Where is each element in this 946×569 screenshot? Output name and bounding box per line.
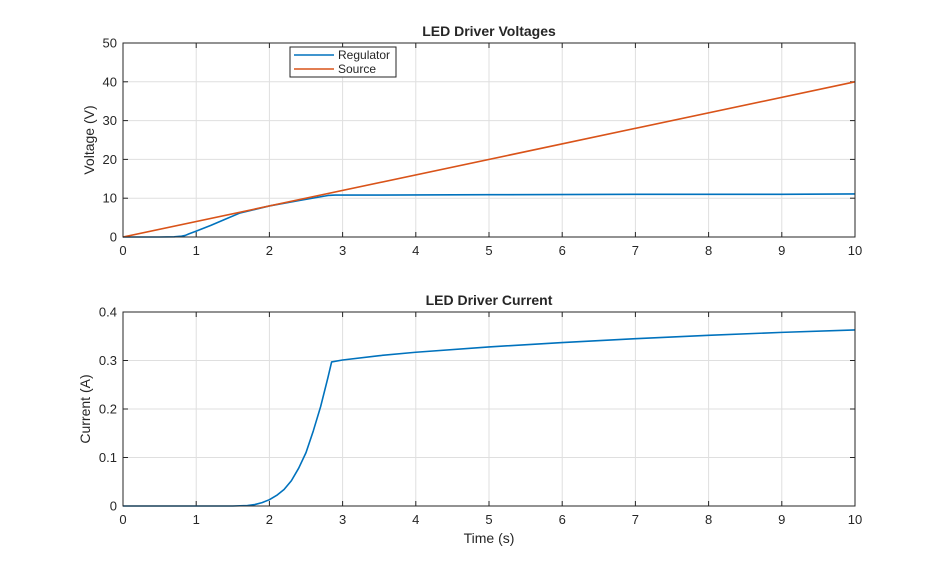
x-tick-label: 9 bbox=[778, 243, 785, 258]
x-tick-label: 8 bbox=[705, 512, 712, 527]
x-tick-label: 6 bbox=[559, 512, 566, 527]
axes-2: 0 1 2 3 4 5 6 7 8 9 10 0 0.1 0.2 0.3 0.4 LED Driver Curr… bbox=[77, 292, 862, 546]
y-axis-label: Voltage (V) bbox=[81, 105, 97, 174]
x-tick-label: 7 bbox=[632, 243, 639, 258]
y-tick-label: 30 bbox=[103, 113, 117, 128]
x-tick-label: 4 bbox=[412, 243, 419, 258]
y-tick-label: 0 bbox=[110, 230, 117, 245]
chart-title: LED Driver Voltages bbox=[422, 23, 556, 39]
x-tick-label: 1 bbox=[193, 243, 200, 258]
axes-box bbox=[122, 42, 856, 238]
series-line-source bbox=[122, 81, 856, 238]
x-tick-label: 1 bbox=[193, 512, 200, 527]
axes-box bbox=[122, 311, 856, 507]
y-tick-label: 0.3 bbox=[99, 353, 117, 368]
x-tick-label: 10 bbox=[848, 243, 862, 258]
y-tick-label: 0.4 bbox=[99, 305, 117, 320]
x-tick-label: 0 bbox=[119, 243, 126, 258]
x-tick-label: 7 bbox=[632, 512, 639, 527]
y-tick-label: 50 bbox=[103, 36, 117, 51]
x-tick-label: 5 bbox=[485, 512, 492, 527]
x-tick-label: 8 bbox=[705, 243, 712, 258]
legend-label: Regulator bbox=[338, 48, 390, 62]
x-axis-label: Time (s) bbox=[464, 530, 515, 546]
y-tick-label: 0.2 bbox=[99, 402, 117, 417]
y-axis-label: Current (A) bbox=[77, 374, 93, 443]
y-tick-label: 40 bbox=[103, 74, 117, 89]
axes-1: 0 1 2 3 4 5 6 7 8 9 10 0 10 20 30 40 50 LED Driver Voltag… bbox=[81, 23, 862, 258]
x-tick-label: 3 bbox=[339, 512, 346, 527]
x-tick-label: 3 bbox=[339, 243, 346, 258]
x-tick-label: 9 bbox=[778, 512, 785, 527]
x-tick-label: 0 bbox=[119, 512, 126, 527]
y-tick-label: 0 bbox=[110, 499, 117, 514]
legend-label: Source bbox=[338, 62, 376, 76]
series-line-1 bbox=[123, 329, 856, 507]
y-tick-label: 20 bbox=[103, 152, 117, 167]
x-tick-label: 5 bbox=[485, 243, 492, 258]
x-tick-label: 6 bbox=[559, 243, 566, 258]
y-tick-label: 0.1 bbox=[99, 450, 117, 465]
x-tick-label: 2 bbox=[266, 243, 273, 258]
y-tick-label: 10 bbox=[103, 191, 117, 206]
x-tick-label: 10 bbox=[848, 512, 862, 527]
chart-title: LED Driver Current bbox=[426, 292, 553, 308]
x-tick-label: 4 bbox=[412, 512, 419, 527]
x-tick-label: 2 bbox=[266, 512, 273, 527]
legend-box bbox=[289, 46, 397, 78]
